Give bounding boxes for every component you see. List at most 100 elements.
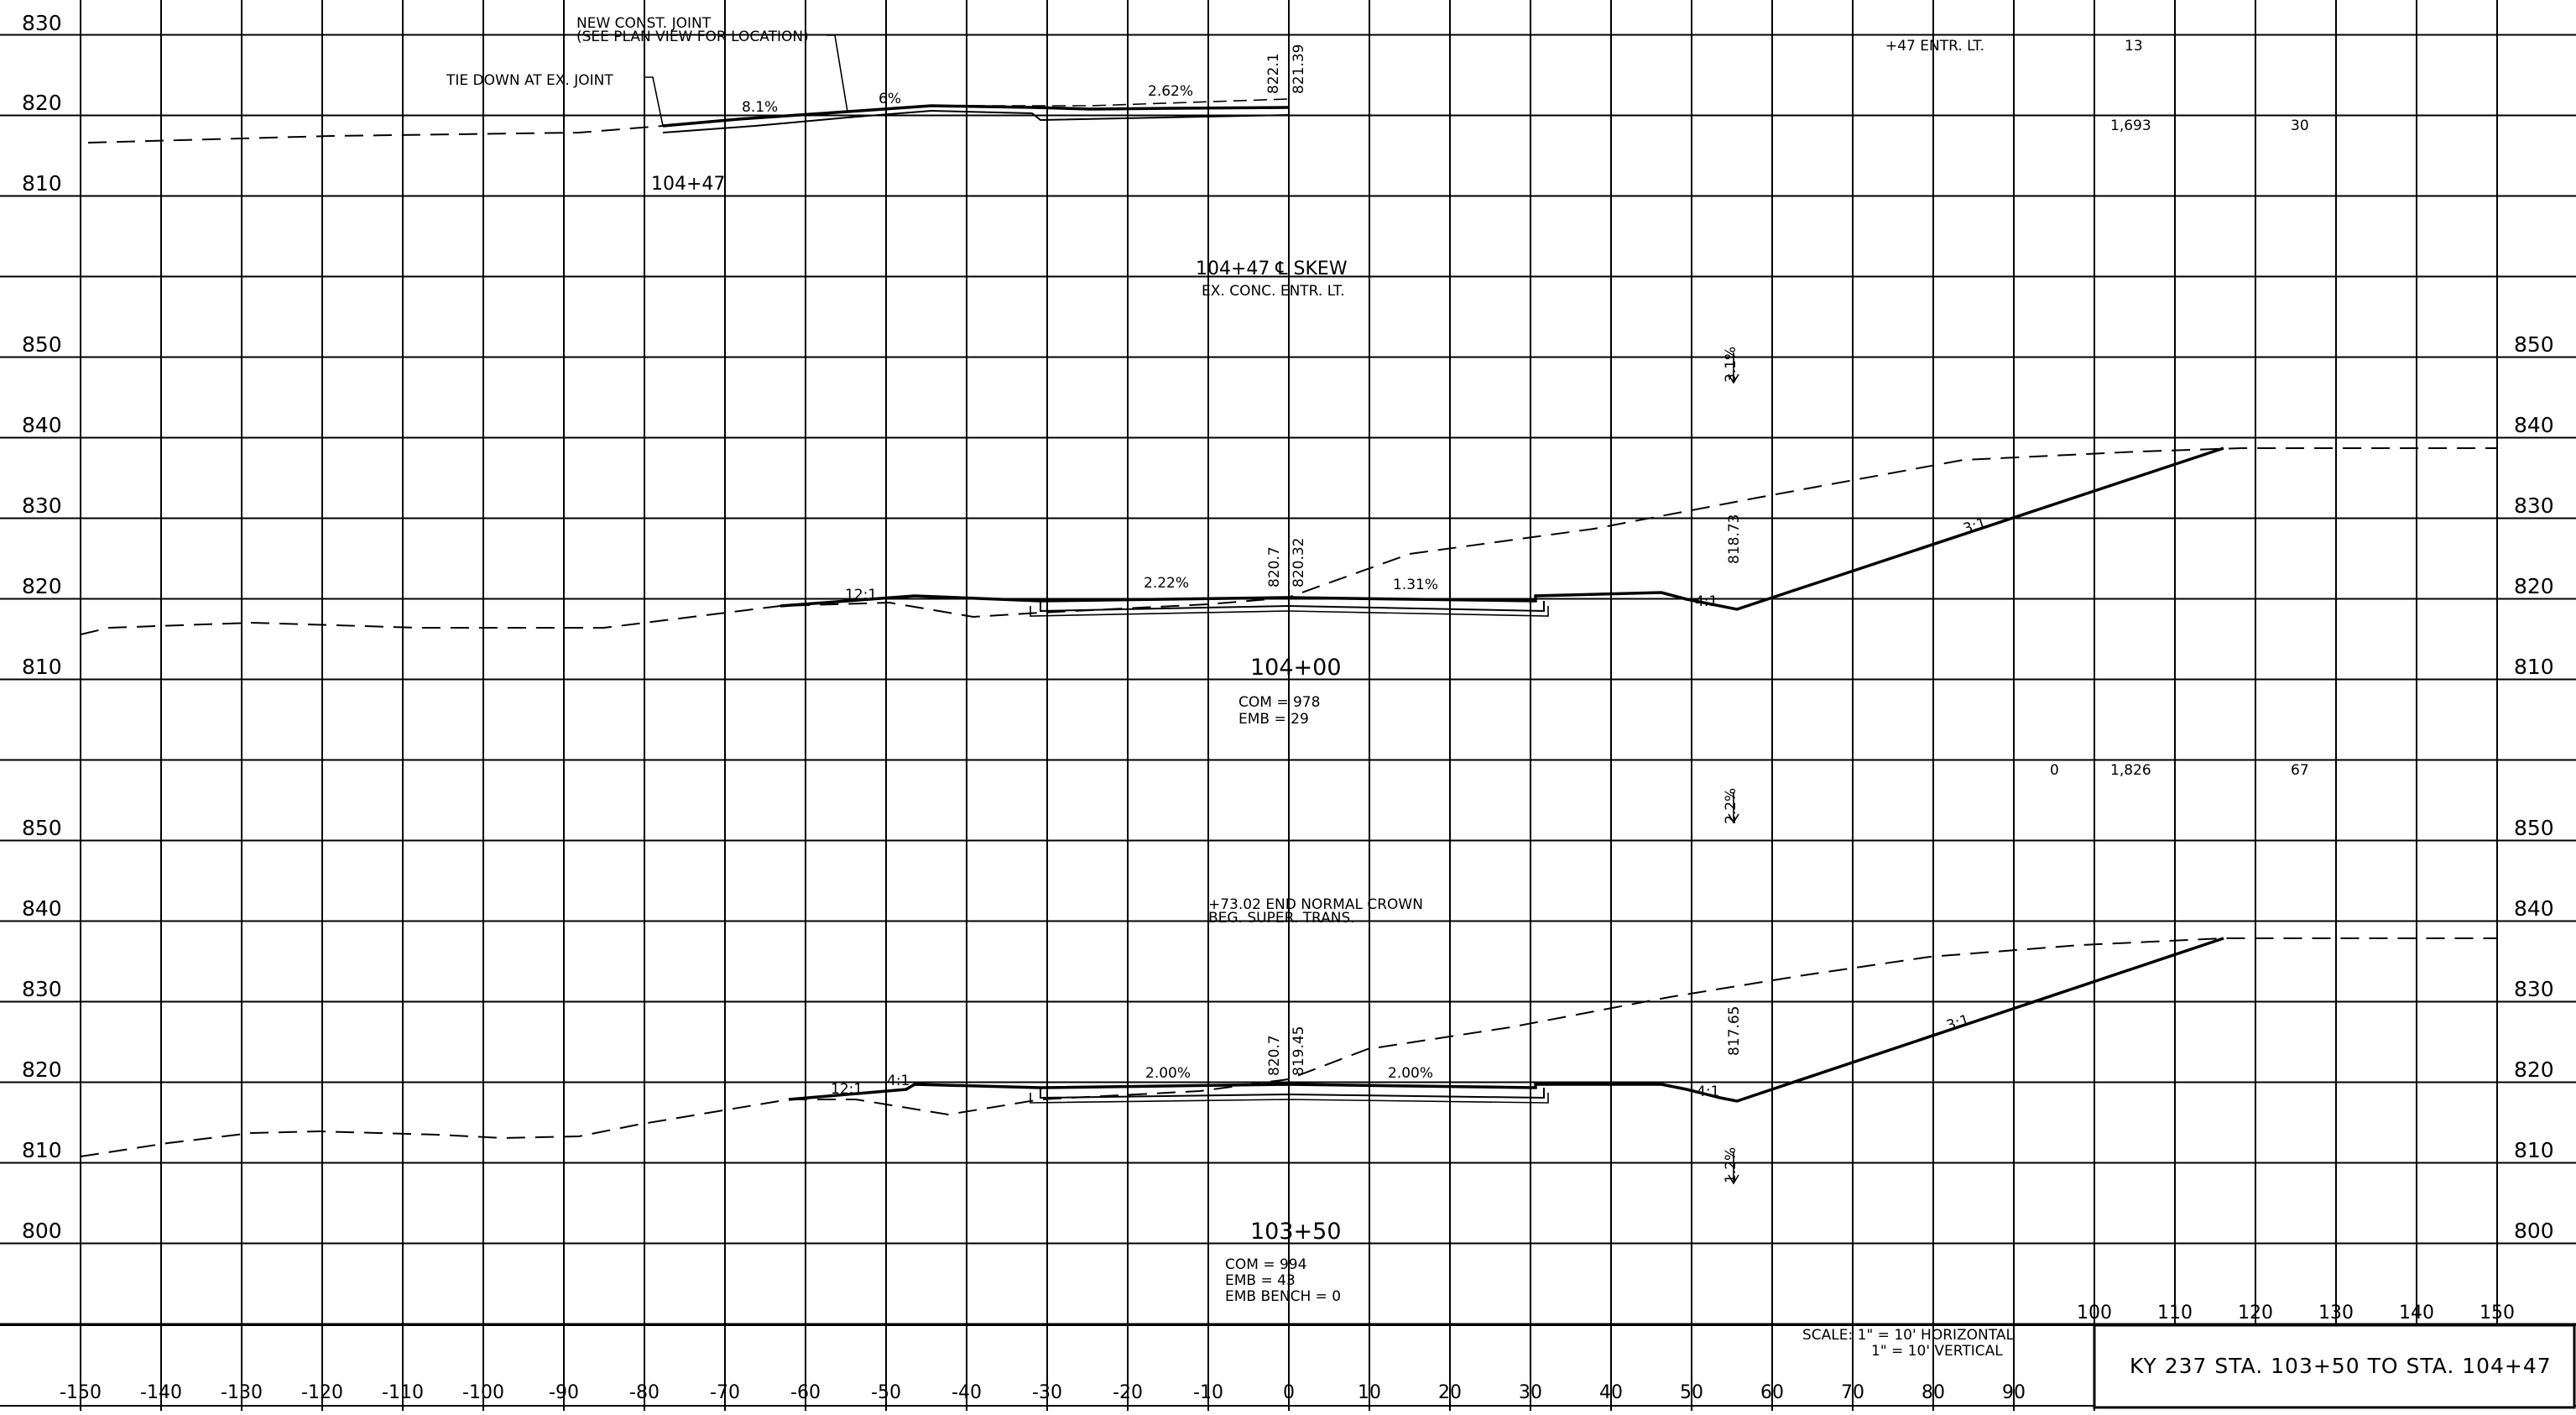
elevation-callout: 821.39	[1291, 44, 1307, 94]
offset-label: 130	[2318, 1303, 2354, 1324]
pavement-layer	[1040, 601, 1545, 613]
offset-label: -40	[952, 1382, 982, 1403]
elev-label-right: 820	[2514, 574, 2554, 598]
elev-label: 830	[22, 493, 62, 518]
title-block: KY 237 STA. 103+50 TO STA. 104+47	[2093, 1324, 2576, 1409]
elev-label: 820	[22, 91, 62, 115]
offset-label: 70	[1841, 1382, 1864, 1403]
offset-label: 40	[1599, 1382, 1623, 1403]
slope-label: 8.1%	[742, 99, 778, 116]
offset-label: -120	[301, 1382, 343, 1403]
table-entry: +47 ENTR. LT.	[1885, 38, 1984, 55]
elevation-callout: 820.7	[1266, 546, 1283, 587]
superelevation-arrow	[1728, 1151, 1739, 1185]
offset-label: 0	[1283, 1382, 1295, 1403]
elev-label-right: 820	[2514, 1057, 2554, 1082]
offset-label: 20	[1438, 1382, 1462, 1403]
elev-label: 800	[22, 1219, 62, 1243]
offset-label: 110	[2157, 1303, 2193, 1324]
section-104-00	[80, 352, 2496, 635]
slope-label: 4:1	[1697, 1083, 1719, 1100]
elev-label-right: 840	[2514, 413, 2554, 437]
elevation-callout: 817.65	[1726, 1006, 1743, 1056]
section-subtitle: EX. CONC. ENTR. LT.	[1202, 283, 1345, 300]
slope-label: 3:1	[1944, 1011, 1971, 1034]
station-label: 104+00	[1250, 655, 1342, 681]
offset-label: -20	[1113, 1382, 1143, 1403]
quantity-com: COM = 978	[1238, 694, 1320, 711]
elev-label: 850	[22, 332, 62, 357]
elevation-callout: 818.73	[1726, 514, 1743, 564]
elevation-callout: 820.32	[1291, 538, 1307, 587]
elev-label-right: 810	[2514, 1138, 2554, 1162]
slope-label: 2.22%	[1144, 575, 1189, 592]
joint-leader	[827, 34, 848, 112]
elev-label: 850	[22, 816, 62, 840]
offset-label: -150	[60, 1382, 102, 1403]
crown-note: +73.02 END NORMAL CROWN	[1208, 896, 1423, 913]
station-label: 104+47	[651, 174, 725, 195]
offset-label: -70	[710, 1382, 740, 1403]
scale-horizontal: SCALE: 1" = 10' HORIZONTAL	[1802, 1327, 2014, 1344]
elev-label: 810	[22, 1138, 62, 1162]
slope-label: 2.00%	[1145, 1065, 1191, 1082]
section-title: 104+47 ℄ SKEW	[1196, 258, 1348, 279]
elev-label: 820	[22, 574, 62, 598]
subbase-layer	[1030, 606, 1549, 617]
slope-label: 6%	[879, 91, 901, 107]
elev-label: 830	[22, 977, 62, 1001]
elev-label: 830	[22, 11, 62, 35]
elevation-callout: 822.1	[1265, 53, 1282, 94]
slope-label: 12:1	[845, 587, 877, 603]
offset-label: -60	[790, 1382, 821, 1403]
existing-grade-line	[931, 98, 1289, 107]
offset-label: 10	[1358, 1382, 1381, 1403]
proposed-subgrade-line	[662, 109, 1289, 133]
superelevation-label: 1.2%	[1723, 1147, 1739, 1183]
elev-label: 820	[22, 1057, 62, 1082]
table-value: 1,693	[2110, 117, 2151, 134]
table-value: 67	[2291, 762, 2309, 779]
offset-label: -50	[871, 1382, 901, 1403]
offset-label: 50	[1680, 1382, 1703, 1403]
elev-label-right: 830	[2514, 493, 2554, 518]
superelevation-arrow	[1728, 352, 1739, 384]
section-104-47	[87, 34, 1289, 144]
elev-label-right: 850	[2514, 332, 2554, 357]
existing-ground-line	[87, 125, 664, 144]
joint-note-location: (SEE PLAN VIEW FOR LOCATION)	[576, 29, 809, 45]
section-103-50	[80, 792, 2496, 1185]
quantity-emb: EMB = 43	[1225, 1272, 1296, 1289]
slope-label: 4:1	[887, 1073, 910, 1089]
elev-label-right: 800	[2514, 1219, 2554, 1243]
proposed-grade-line	[780, 446, 2224, 611]
station-label: 103+50	[1250, 1219, 1342, 1245]
table-value: 0	[2050, 762, 2059, 779]
elev-label: 810	[22, 655, 62, 679]
elevation-callout: 820.7	[1266, 1035, 1283, 1076]
offset-label: 120	[2238, 1303, 2273, 1324]
title-block-text: KY 237 STA. 103+50 TO STA. 104+47	[2130, 1354, 2552, 1378]
offset-label: 30	[1519, 1382, 1542, 1403]
offset-label: 60	[1760, 1382, 1784, 1403]
superelevation-arrow	[1728, 792, 1739, 824]
elev-label-right: 840	[2514, 896, 2554, 921]
quantity-emb: EMB = 29	[1238, 711, 1309, 728]
slope-label: 1.31%	[1393, 577, 1438, 593]
elevation-labels: 830 820 810 850 840 830 820 810 850 840 …	[22, 11, 2554, 1243]
offset-label: -90	[549, 1382, 579, 1403]
offset-axis: -150 -140 -130 -120 -110 -100 -90 -80 -70 -60 -50-…	[60, 1303, 2515, 1403]
table-value: 13	[2125, 38, 2143, 55]
tie-down-note: TIE DOWN AT EX. JOINT	[446, 72, 613, 89]
elev-label: 840	[22, 896, 62, 921]
elev-label: 840	[22, 413, 62, 437]
offset-label: -30	[1032, 1382, 1062, 1403]
table-value: 1,826	[2110, 762, 2151, 779]
proposed-grade-line	[788, 937, 2224, 1103]
proposed-grade-line	[662, 104, 1289, 128]
quantity-com: COM = 994	[1225, 1256, 1306, 1273]
slope-label: 2.62%	[1148, 83, 1193, 100]
offset-label: -100	[462, 1382, 504, 1403]
crown-note: BEG. SUPER. TRANS.	[1208, 910, 1355, 927]
